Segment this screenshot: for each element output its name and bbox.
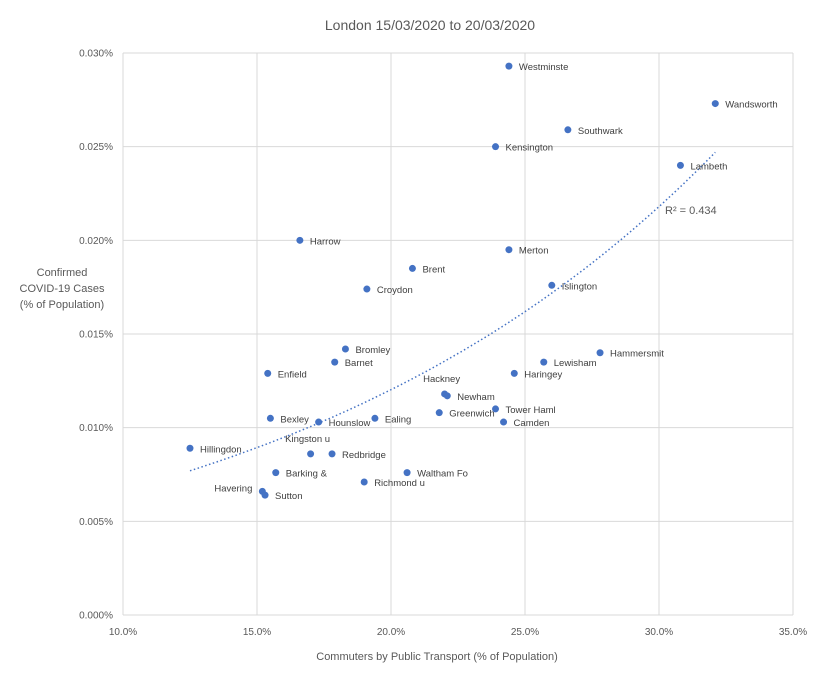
data-point bbox=[360, 478, 368, 486]
data-point bbox=[307, 450, 315, 458]
y-tick-label: 0.015% bbox=[79, 330, 113, 341]
data-point-label: Havering bbox=[214, 483, 252, 494]
data-point bbox=[505, 62, 513, 70]
data-point-label: Bromley bbox=[355, 345, 390, 356]
data-point bbox=[264, 369, 272, 377]
data-point bbox=[266, 414, 274, 422]
data-point bbox=[711, 100, 719, 108]
y-axis-title-line-1: Confirmed bbox=[37, 267, 88, 279]
data-point-label: Enfield bbox=[278, 369, 307, 380]
x-tick-label: 20.0% bbox=[377, 627, 405, 638]
data-point bbox=[403, 469, 411, 477]
data-point-label: Ealing bbox=[385, 414, 411, 425]
data-point bbox=[510, 369, 518, 377]
data-point bbox=[296, 236, 304, 244]
data-point bbox=[596, 349, 604, 357]
data-point-label: Lewisham bbox=[554, 358, 597, 369]
y-tick-label: 0.030% bbox=[79, 49, 113, 60]
data-point bbox=[315, 418, 323, 426]
r-squared-label: R² = 0.434 bbox=[665, 205, 717, 217]
data-point-label: Kingston u bbox=[285, 434, 330, 445]
data-point-label: Merton bbox=[519, 246, 549, 257]
data-point bbox=[186, 444, 194, 452]
chart-title: London 15/03/2020 to 20/03/2020 bbox=[325, 17, 535, 33]
y-tick-label: 0.010% bbox=[79, 423, 113, 434]
data-point bbox=[435, 409, 443, 417]
x-tick-label: 25.0% bbox=[511, 627, 539, 638]
x-tick-label: 30.0% bbox=[645, 627, 673, 638]
data-points: Westminste Wandsworth Southwark Kensington L… bbox=[186, 62, 778, 502]
data-point-label: Redbridge bbox=[342, 450, 386, 461]
data-point bbox=[371, 414, 379, 422]
y-axis-title-line-3: (% of Population) bbox=[20, 299, 104, 311]
data-point-label: Kensington bbox=[506, 143, 554, 154]
data-point bbox=[443, 392, 451, 400]
data-point-label: Hounslow bbox=[329, 418, 371, 429]
y-tick-label: 0.025% bbox=[79, 142, 113, 153]
data-point-label: Haringey bbox=[524, 369, 562, 380]
y-axis-title-line-2: COVID-19 Cases bbox=[20, 283, 105, 295]
trendline bbox=[189, 151, 716, 472]
data-point bbox=[492, 143, 500, 151]
data-point-label: Croydon bbox=[377, 285, 413, 296]
data-point bbox=[500, 418, 508, 426]
data-point-label: Waltham Fo bbox=[417, 469, 468, 480]
data-point-label: Hammersmit bbox=[610, 349, 664, 360]
data-point bbox=[363, 285, 371, 293]
data-point bbox=[548, 281, 556, 289]
data-point-label: Barnet bbox=[345, 358, 373, 369]
x-axis-title: Commuters by Public Transport (% of Popu… bbox=[316, 651, 558, 663]
data-point-label: Barking & bbox=[286, 469, 328, 480]
data-point-label: Richmond u bbox=[374, 478, 425, 489]
data-point bbox=[272, 469, 280, 477]
data-point-label: Newham bbox=[457, 392, 495, 403]
data-point bbox=[328, 450, 336, 458]
data-point-label: Sutton bbox=[275, 491, 302, 502]
y-axis-title: Confirmed COVID-19 Cases (% of Populatio… bbox=[20, 267, 105, 311]
data-point-label: Tower Haml bbox=[506, 405, 556, 416]
y-tick-label: 0.020% bbox=[79, 236, 113, 247]
data-point-label: Brent bbox=[422, 264, 445, 275]
data-point-label: Camden bbox=[514, 418, 550, 429]
data-point-label: Wandsworth bbox=[725, 100, 777, 111]
y-tick-label: 0.000% bbox=[79, 611, 113, 622]
y-axis-ticks: 0.000% 0.005% 0.010% 0.015% 0.020% 0.025% 0.03… bbox=[79, 49, 113, 622]
data-point-label: Westminste bbox=[519, 62, 568, 73]
data-point bbox=[564, 126, 572, 134]
y-tick-label: 0.005% bbox=[79, 517, 113, 528]
data-point bbox=[261, 491, 269, 499]
data-point bbox=[341, 345, 349, 353]
data-point-label: Southwark bbox=[578, 126, 623, 137]
x-tick-label: 15.0% bbox=[243, 627, 271, 638]
data-point bbox=[492, 405, 500, 413]
gridlines bbox=[122, 52, 794, 616]
data-point bbox=[408, 264, 416, 272]
data-point-label: Harrow bbox=[310, 236, 341, 247]
x-tick-label: 10.0% bbox=[109, 627, 137, 638]
x-tick-label: 35.0% bbox=[779, 627, 807, 638]
data-point-label: Hillingdon bbox=[200, 444, 242, 455]
data-point-label: Hackney bbox=[423, 374, 460, 385]
x-axis-ticks: 10.0% 15.0% 20.0% 25.0% 30.0% 35.0% bbox=[109, 627, 807, 638]
data-point-label: Islington bbox=[562, 281, 597, 292]
data-point bbox=[331, 358, 339, 366]
data-point-label: Bexley bbox=[280, 414, 309, 425]
data-point bbox=[505, 246, 513, 254]
data-point-label: Lambeth bbox=[690, 161, 727, 172]
data-point-label: Greenwich bbox=[449, 409, 494, 420]
data-point bbox=[676, 161, 684, 169]
data-point bbox=[540, 358, 548, 366]
